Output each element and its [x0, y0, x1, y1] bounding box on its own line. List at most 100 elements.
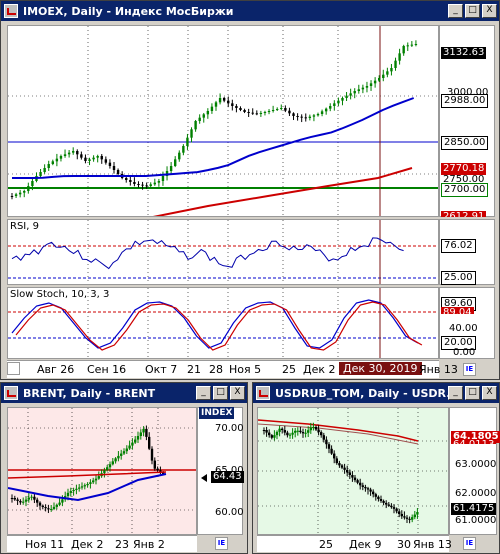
main-title-bar[interactable]: IMOEX, Daily - Индекс МосБиржи _ □ X [1, 1, 499, 21]
candle-body [182, 146, 185, 153]
candle-body [18, 192, 22, 195]
usdrub-chart-window[interactable]: USDRUB_TOM, Daily - USDR... _ □ X 64.180… [252, 382, 500, 554]
candle-body [340, 465, 344, 468]
candle-body [286, 432, 289, 436]
candle-body [255, 113, 258, 115]
red-ma-price-label: 2770.18 [441, 163, 487, 175]
price-pane[interactable] [7, 25, 439, 217]
candle-body [214, 102, 218, 107]
candle-body [117, 455, 120, 459]
candle-body [398, 53, 401, 61]
brent-settings-icon[interactable]: IE [215, 537, 228, 550]
candle-body [304, 117, 307, 119]
candle-body [408, 518, 411, 520]
rsi-pane[interactable]: RSI, 9 [7, 219, 439, 285]
green-line-price-label: 2700.00 [441, 183, 489, 197]
maximize-button[interactable]: □ [465, 4, 480, 18]
brent-red-ma [8, 471, 167, 479]
usdrub-title-bar[interactable]: USDRUB_TOM, Daily - USDR... _ □ X [253, 383, 499, 403]
candle-body [280, 108, 283, 109]
candle-body [337, 100, 340, 104]
time-label: Дек 2 [71, 538, 104, 551]
brent-price-pane[interactable] [7, 407, 197, 535]
candle-body [120, 453, 123, 456]
candle-body [100, 156, 103, 160]
stoch-pane[interactable]: Slow Stoch, 10, 3, 3 [7, 287, 439, 359]
main-time-axis[interactable]: Авг 26 Сен 16 Окт 7 21 28 Ноя 5 25 Дек 2… [7, 360, 458, 378]
blue-ma-price-label: 2988.00 [441, 94, 489, 108]
candle-body [308, 116, 312, 118]
candle-body [373, 80, 377, 84]
blue-line-price-label: 2850.00 [441, 136, 489, 150]
brent-price-marker-icon [201, 474, 207, 482]
candle-body [194, 121, 197, 130]
rsi-title: RSI, 9 [10, 221, 39, 232]
candle-body [80, 486, 84, 488]
candle-body [88, 159, 91, 161]
candle-body [51, 161, 54, 164]
candle-body [153, 182, 156, 185]
candle-body [67, 152, 71, 155]
candle-body [227, 100, 230, 104]
minimize-button[interactable]: _ [448, 386, 463, 400]
candle-body [103, 470, 106, 474]
candle-body [400, 513, 403, 517]
candle-body [27, 497, 30, 500]
close-button[interactable]: X [230, 386, 245, 400]
red-line-price-label: 2612.91 [441, 211, 487, 217]
main-chart-window[interactable]: IMOEX, Daily - Индекс МосБиржи _ □ X 313… [0, 0, 500, 380]
candle-body [190, 129, 193, 138]
main-settings-icon[interactable]: IE [463, 363, 476, 376]
usdrub-time-axis[interactable]: 25 Дек 9 30 Янв 13 [257, 535, 452, 552]
close-button[interactable]: X [482, 4, 497, 18]
candle-body [142, 428, 145, 433]
usdrub-last-price-label: 61.4175 [451, 503, 497, 515]
brent-time-axis[interactable]: Ноя 11 Дек 2 23 Янв 2 [7, 535, 197, 552]
main-corner-box[interactable] [7, 362, 20, 375]
candle-body [320, 111, 324, 114]
candle-body [125, 448, 128, 452]
candle-body [413, 514, 416, 518]
candle-body [307, 430, 310, 433]
brent-title-bar[interactable]: BRENT, Daily - BRENT _ □ X [1, 383, 247, 403]
candle-body [300, 116, 303, 118]
close-button[interactable]: X [482, 386, 497, 400]
usdrub-axis-tick: 61.0000 [455, 515, 497, 526]
candle-body [377, 496, 380, 500]
candle-body [299, 430, 302, 433]
candle-body [14, 194, 18, 196]
candle-body [112, 166, 116, 170]
time-label: Янв 2 [133, 538, 165, 551]
candle-body [39, 172, 42, 176]
candle-body [55, 158, 59, 162]
candle-body [23, 191, 26, 193]
chart-window-icon [4, 4, 18, 18]
candle-body [365, 86, 369, 88]
brent-chart-window[interactable]: BRENT, Daily - BRENT _ □ X INDEX 70.00 6… [0, 382, 248, 554]
maximize-button[interactable]: □ [213, 386, 228, 400]
minimize-button[interactable]: _ [448, 4, 463, 18]
usdrub-settings-icon[interactable]: IE [463, 537, 476, 550]
main-window-title: IMOEX, Daily - Индекс МосБиржи [23, 4, 234, 18]
usdrub-price-pane[interactable] [257, 407, 449, 535]
time-label: Сен 16 [87, 363, 127, 376]
candle-body [108, 464, 112, 468]
candle-body [314, 426, 318, 430]
candle-body [111, 461, 114, 465]
candle-body [89, 482, 92, 484]
candle-body [403, 516, 406, 518]
candle-body [72, 489, 75, 492]
candle-body [378, 78, 381, 81]
candle-body [341, 98, 344, 101]
candle-body [43, 168, 46, 172]
candle-body [96, 156, 99, 158]
candle-body [92, 480, 95, 483]
minimize-button[interactable]: _ [196, 386, 211, 400]
maximize-button[interactable]: □ [465, 386, 480, 400]
candle-body [198, 117, 201, 121]
candle-body [161, 176, 165, 181]
candle-body [80, 154, 83, 158]
candle-body [374, 494, 377, 497]
candle-body [398, 511, 401, 514]
candle-body [386, 71, 389, 75]
